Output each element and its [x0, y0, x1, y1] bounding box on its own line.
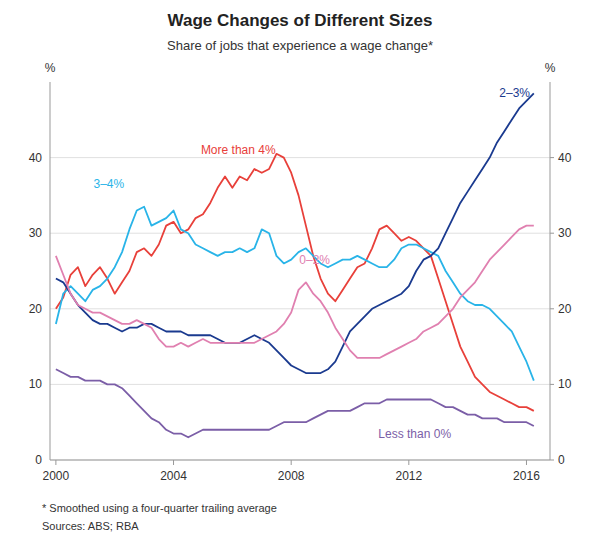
series-line	[56, 154, 534, 411]
annotation: 2–3%	[499, 86, 530, 100]
sources: Sources: ABS; RBA	[42, 520, 139, 532]
x-axis-line	[50, 460, 550, 461]
y2-tick	[550, 384, 554, 385]
x-tick	[408, 460, 409, 465]
grid-line	[50, 233, 550, 234]
y2-axis-label: %	[545, 61, 556, 75]
series-line	[56, 93, 534, 373]
y2-tick	[550, 308, 554, 309]
lines	[56, 93, 534, 437]
y2-tick-label: 0	[558, 453, 565, 467]
x-tick	[55, 460, 56, 465]
y-tick-label: 10	[29, 377, 43, 391]
grid-line	[50, 460, 550, 461]
y2-tick	[550, 233, 554, 234]
grid-line	[50, 308, 550, 309]
x-tick-label: 2004	[160, 469, 187, 483]
x-tick	[291, 460, 292, 465]
grid-line	[50, 384, 550, 385]
footnote: * Smoothed using a four-quarter trailing…	[42, 502, 277, 514]
x-tick-label: 2016	[513, 469, 540, 483]
x-tick-label: 2000	[43, 469, 70, 483]
x-tick	[173, 460, 174, 465]
y-tick-label: 20	[29, 302, 43, 316]
y2-tick-label: 20	[558, 302, 572, 316]
y-axis-line	[50, 82, 51, 460]
x-tick-label: 2008	[278, 469, 305, 483]
annotation: Less than 0%	[378, 427, 451, 441]
series-line	[56, 369, 534, 437]
y2-tick-label: 10	[558, 377, 572, 391]
x-tick-label: 2012	[395, 469, 422, 483]
annotation: 0–2%	[299, 253, 330, 267]
y-axis-label: %	[45, 61, 56, 75]
x-tick	[526, 460, 527, 465]
chart: Wage Changes of Different Sizes Share of …	[0, 0, 600, 548]
y2-tick-label: 40	[558, 151, 572, 165]
y2-axis-line	[550, 82, 551, 460]
y2-tick	[550, 460, 554, 461]
series-line	[56, 207, 534, 381]
series-line	[56, 226, 534, 358]
annotation: 3–4%	[93, 177, 124, 191]
y-tick-label: 30	[29, 226, 43, 240]
y2-tick	[550, 157, 554, 158]
grid-line	[50, 157, 550, 158]
y2-tick-label: 30	[558, 226, 572, 240]
title: Wage Changes of Different Sizes	[168, 11, 433, 30]
subtitle: Share of jobs that experience a wage cha…	[167, 38, 433, 53]
y-tick-label: 0	[35, 453, 42, 467]
y-tick-label: 40	[29, 151, 43, 165]
annotation: More than 4%	[201, 143, 276, 157]
